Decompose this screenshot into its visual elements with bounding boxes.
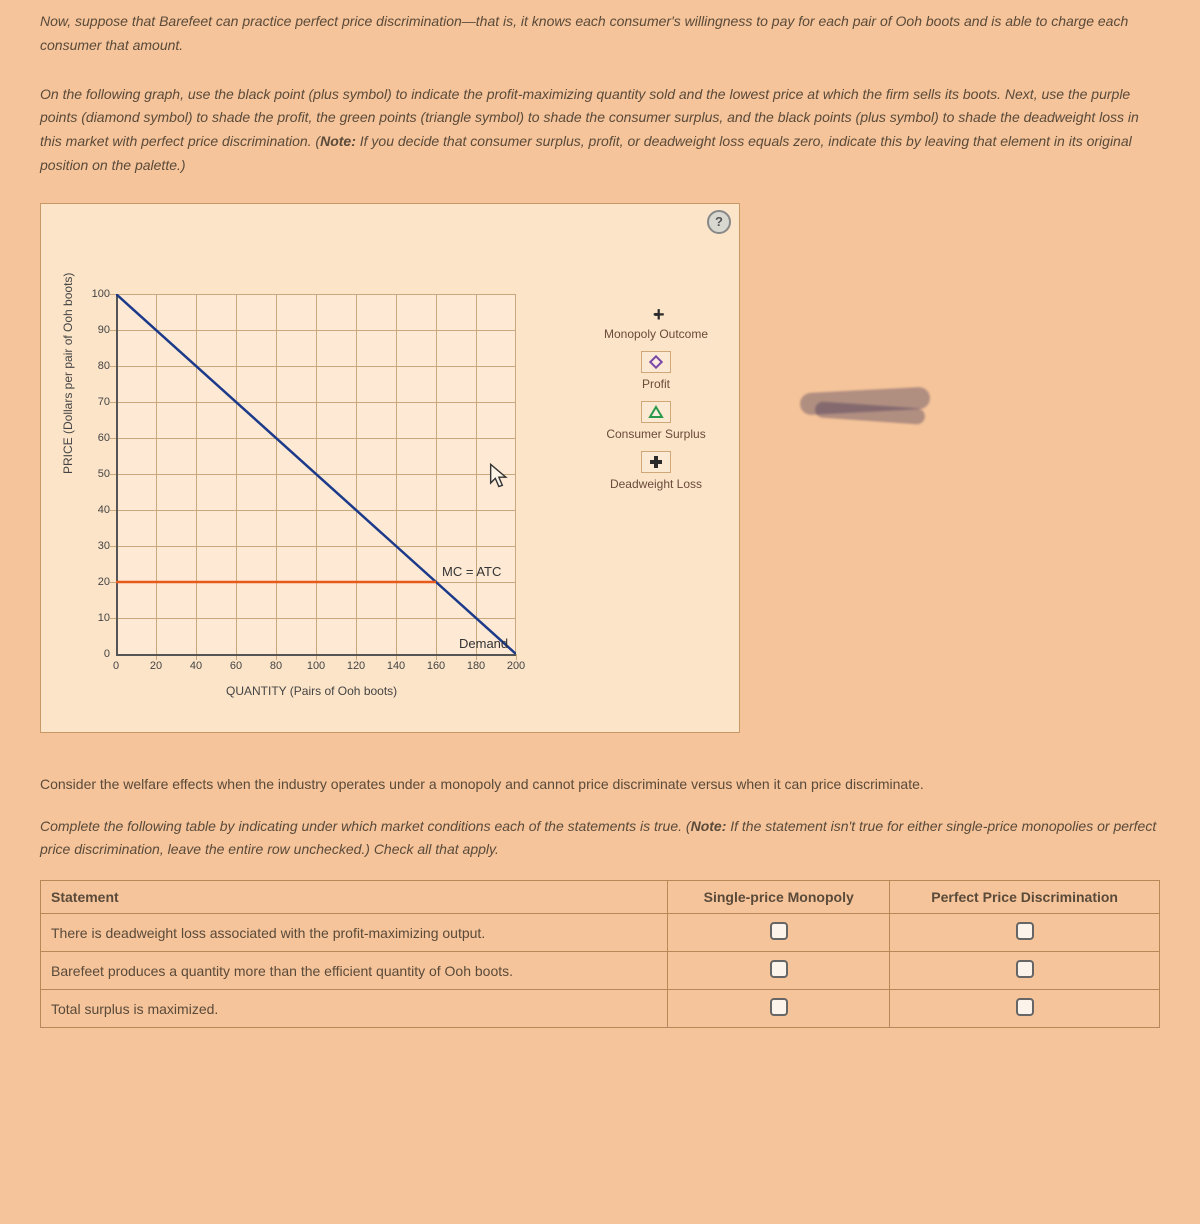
xtick-120: 120 xyxy=(347,660,365,672)
xtick-180: 180 xyxy=(467,660,485,672)
th-single-price: Single-price Monopoly xyxy=(668,881,890,914)
checkbox-r1-c0[interactable] xyxy=(770,960,788,978)
legend-deadweight-loss[interactable]: Deadweight Loss xyxy=(581,451,731,491)
plus-filled-icon xyxy=(641,451,671,473)
xtick-20: 20 xyxy=(150,660,162,672)
xtick-140: 140 xyxy=(387,660,405,672)
checkbox-r0-c0[interactable] xyxy=(770,922,788,940)
xtick-200: 200 xyxy=(507,660,525,672)
graph-panel: ? xyxy=(40,203,740,733)
stmt-2: Total surplus is maximized. xyxy=(41,990,668,1028)
xtick-100: 100 xyxy=(307,660,325,672)
checkbox-r1-c1[interactable] xyxy=(1016,960,1034,978)
plus-icon: ∙+ xyxy=(581,304,731,327)
th-perfect-disc: Perfect Price Discrimination xyxy=(890,881,1160,914)
legend-label-1: Profit xyxy=(581,377,731,391)
xtick-40: 40 xyxy=(190,660,202,672)
diamond-icon xyxy=(641,351,671,373)
stmt-0: There is deadweight loss associated with… xyxy=(41,914,668,952)
intro-paragraph-1: Now, suppose that Barefeet can practice … xyxy=(40,10,1160,58)
intro-paragraph-2: On the following graph, use the black po… xyxy=(40,83,1160,178)
ytick-80: 80 xyxy=(80,360,110,372)
xtick-60: 60 xyxy=(230,660,242,672)
help-button[interactable]: ? xyxy=(707,210,731,234)
plot-area[interactable]: 100 90 80 70 60 50 40 30 20 10 0 0 20 40… xyxy=(116,294,516,654)
ytick-20: 20 xyxy=(80,576,110,588)
table-instructions: Complete the following table by indicati… xyxy=(40,815,1160,863)
x-axis xyxy=(116,654,516,656)
ytick-40: 40 xyxy=(80,504,110,516)
welfare-table: Statement Single-price Monopoly Perfect … xyxy=(40,880,1160,1028)
ytick-70: 70 xyxy=(80,396,110,408)
table-intro-a: Complete the following table by indicati… xyxy=(40,818,691,834)
legend-palette: ∙+ Monopoly Outcome Profit Consumer Surp… xyxy=(581,304,731,501)
xtick-160: 160 xyxy=(427,660,445,672)
checkbox-r2-c1[interactable] xyxy=(1016,998,1034,1016)
legend-label-2: Consumer Surplus xyxy=(581,427,731,441)
table-row: Barefeet produces a quantity more than t… xyxy=(41,952,1160,990)
note-label: Note: xyxy=(320,133,356,149)
th-statement: Statement xyxy=(41,881,668,914)
ytick-60: 60 xyxy=(80,432,110,444)
table-header-row: Statement Single-price Monopoly Perfect … xyxy=(41,881,1160,914)
demand-label: Demand xyxy=(459,636,508,651)
y-axis xyxy=(116,294,118,654)
checkbox-r2-c0[interactable] xyxy=(770,998,788,1016)
legend-profit[interactable]: Profit xyxy=(581,351,731,391)
ytick-100: 100 xyxy=(80,288,110,300)
welfare-intro-text: Consider the welfare effects when the in… xyxy=(40,773,1160,797)
ytick-50: 50 xyxy=(80,468,110,480)
mc-atc-label: MC = ATC xyxy=(442,564,501,579)
table-row: Total surplus is maximized. xyxy=(41,990,1160,1028)
xtick-80: 80 xyxy=(270,660,282,672)
cursor-icon xyxy=(486,462,514,497)
xtick-0: 0 xyxy=(113,660,119,672)
legend-label-3: Deadweight Loss xyxy=(581,477,731,491)
table-note-label: Note: xyxy=(691,818,727,834)
checkbox-r0-c1[interactable] xyxy=(1016,922,1034,940)
ytick-0: 0 xyxy=(80,648,110,660)
legend-label-0: Monopoly Outcome xyxy=(581,327,731,341)
legend-consumer-surplus[interactable]: Consumer Surplus xyxy=(581,401,731,441)
ytick-90: 90 xyxy=(80,324,110,336)
y-axis-label: PRICE (Dollars per pair of Ooh boots) xyxy=(61,272,75,473)
ytick-10: 10 xyxy=(80,612,110,624)
table-row: There is deadweight loss associated with… xyxy=(41,914,1160,952)
ytick-30: 30 xyxy=(80,540,110,552)
triangle-icon xyxy=(641,401,671,423)
stmt-1: Barefeet produces a quantity more than t… xyxy=(41,952,668,990)
x-axis-label: QUANTITY (Pairs of Ooh boots) xyxy=(226,684,397,698)
legend-monopoly-outcome[interactable]: ∙+ Monopoly Outcome xyxy=(581,304,731,341)
